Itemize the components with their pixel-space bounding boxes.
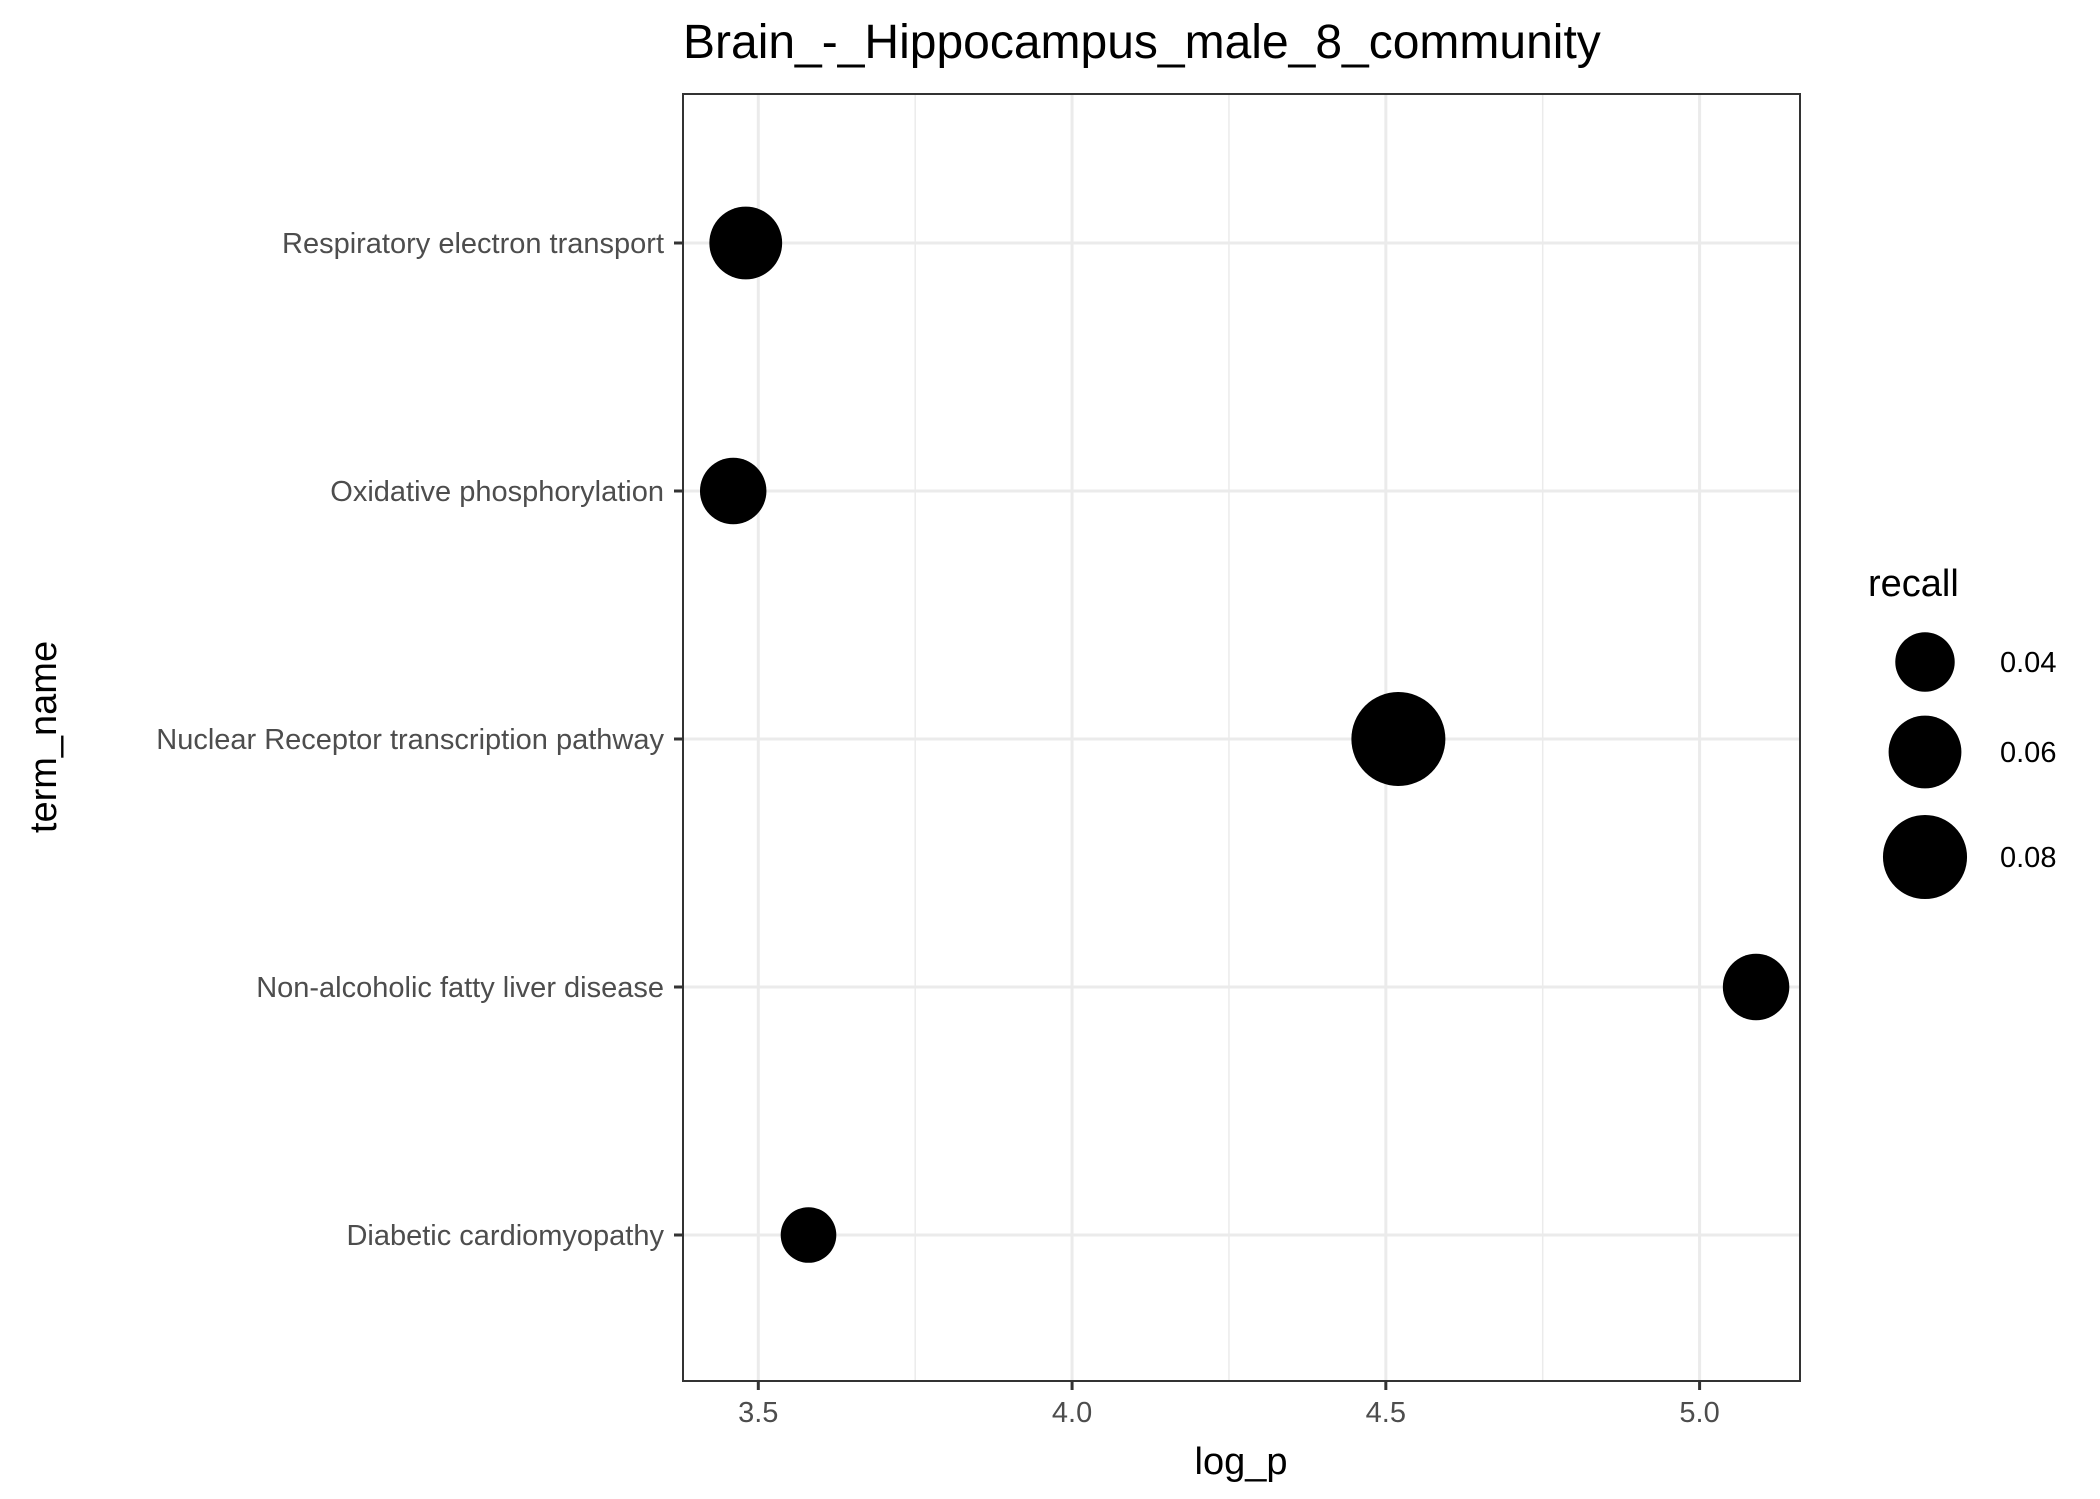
grid-layer: [683, 94, 1800, 1381]
legend-key: [1895, 632, 1955, 692]
chart-title: Brain_-_Hippocampus_male_8_community: [683, 16, 1601, 69]
x-tick-label: 4.0: [1052, 1397, 1092, 1429]
y-tick-label: Non-alcoholic fatty liver disease: [256, 972, 664, 1004]
legend-label: 0.08: [2000, 842, 2056, 874]
x-tick-label: 3.5: [738, 1397, 778, 1429]
x-tick-label: 5.0: [1679, 1397, 1719, 1429]
x-axis-title: log_p: [1195, 1441, 1288, 1483]
plot-panel: [682, 93, 1801, 1382]
data-point: [1351, 692, 1446, 786]
legend-label: 0.06: [2000, 737, 2056, 769]
y-axis: Respiratory electron transport Oxidative …: [156, 228, 683, 1252]
legend-key: [1888, 715, 1962, 789]
x-axis: 3.5 4.0 4.5 5.0: [738, 1381, 1720, 1429]
y-tick-label: Oxidative phosphorylation: [330, 476, 664, 508]
legend-title: recall: [1868, 563, 1959, 605]
size-legend: recall 0.04 0.06 0.08: [1868, 563, 2056, 900]
y-tick-label: Respiratory electron transport: [282, 228, 664, 260]
data-point: [709, 206, 783, 280]
legend-label: 0.04: [2000, 647, 2056, 679]
y-tick-label: Nuclear Receptor transcription pathway: [156, 724, 664, 756]
points-layer: [699, 206, 1790, 1263]
y-tick-label: Diabetic cardiomyopathy: [346, 1220, 664, 1252]
y-axis-title: term_name: [23, 641, 65, 833]
data-point: [1722, 953, 1790, 1021]
x-tick-label: 4.5: [1366, 1397, 1406, 1429]
data-point: [780, 1207, 837, 1263]
legend-key: [1882, 814, 1968, 900]
data-point: [699, 457, 767, 525]
